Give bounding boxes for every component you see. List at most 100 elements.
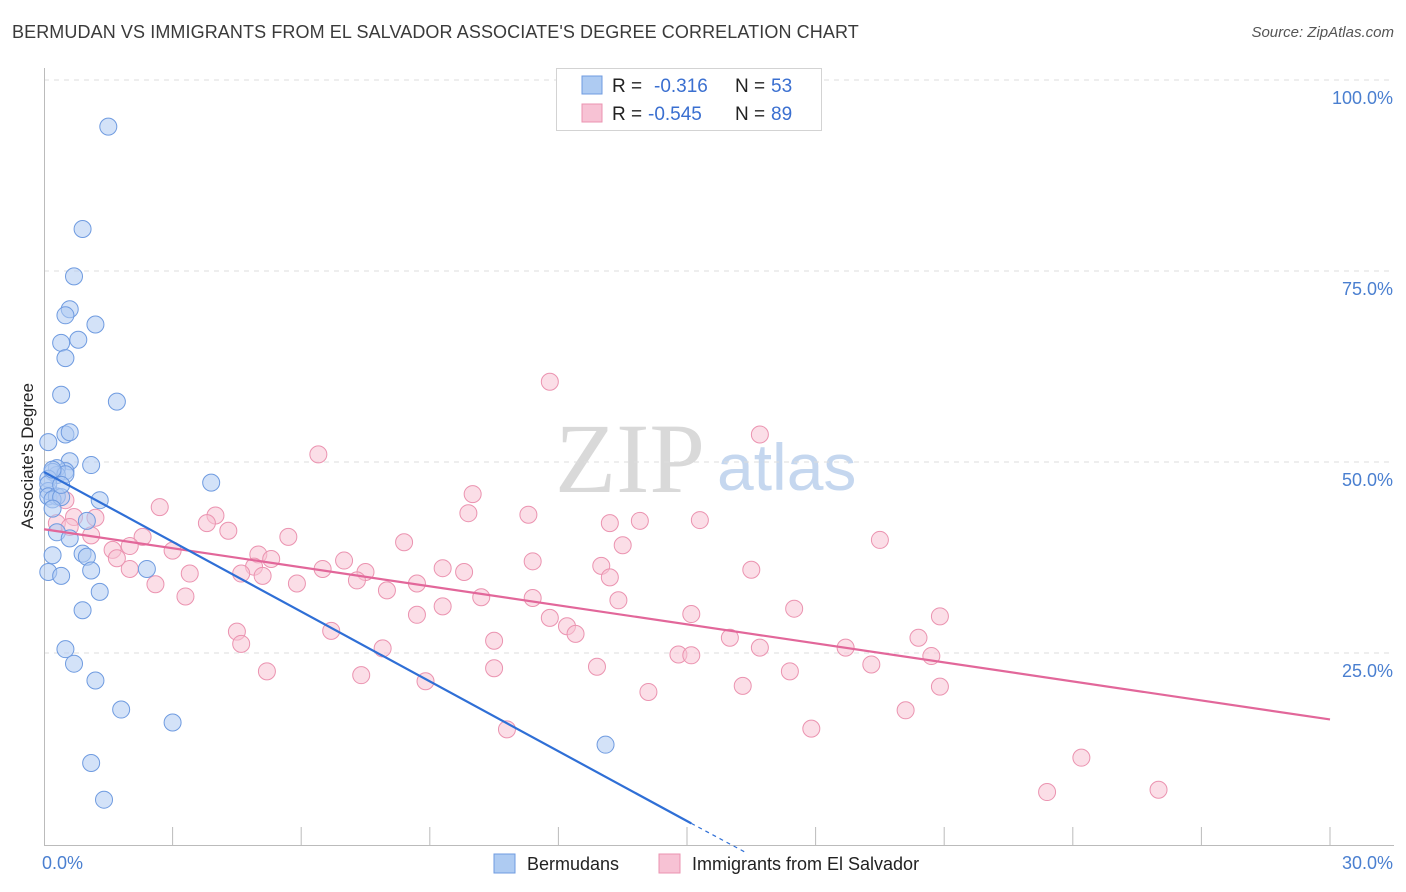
- data-point-bermudans: [52, 566, 71, 585]
- data-point-el-salvador: [540, 372, 559, 391]
- data-point-el-salvador: [600, 568, 619, 587]
- x-tick-label-min: 0.0%: [42, 853, 83, 873]
- data-point-el-salvador: [750, 425, 769, 444]
- y-tick-label-75: 75.0%: [1342, 279, 1393, 299]
- data-point-el-salvador: [742, 560, 761, 579]
- data-point-el-salvador: [232, 634, 251, 653]
- series-legend: Bermudans Immigrants from El Salvador: [493, 853, 919, 874]
- data-point-el-salvador: [587, 657, 606, 676]
- data-point-el-salvador: [750, 638, 769, 657]
- data-point-bermudans: [137, 559, 156, 578]
- data-point-el-salvador: [566, 624, 585, 643]
- data-point-el-salvador: [785, 599, 804, 618]
- watermark-atlas: atlas: [717, 430, 856, 504]
- data-point-bermudans: [56, 640, 75, 659]
- data-point-el-salvador: [395, 533, 414, 552]
- bottom-legend-label-bermudans: Bermudans: [527, 854, 619, 874]
- data-point-el-salvador: [253, 566, 272, 585]
- data-point-el-salvador: [433, 559, 452, 578]
- data-point-bermudans: [112, 700, 131, 719]
- legend-n-value-el-salvador: 89: [771, 104, 792, 125]
- y-tick-label-25: 25.0%: [1342, 661, 1393, 681]
- chart-title: BERMUDAN VS IMMIGRANTS FROM EL SALVADOR …: [12, 22, 859, 42]
- data-point-bermudans: [95, 790, 114, 809]
- legend-r-label-bermudans: R =: [612, 76, 642, 97]
- data-point-el-salvador: [472, 588, 491, 607]
- data-point-el-salvador: [720, 628, 739, 647]
- legend-r-label-el-salvador: R =: [612, 104, 642, 125]
- data-point-el-salvador: [540, 608, 559, 627]
- x-axis-ticks: [172, 827, 1331, 845]
- data-point-el-salvador: [1072, 748, 1091, 767]
- data-point-el-salvador: [485, 631, 504, 650]
- data-point-el-salvador: [485, 659, 504, 678]
- data-point-el-salvador: [909, 628, 928, 647]
- data-point-bermudans: [43, 546, 62, 565]
- data-point-bermudans: [90, 582, 109, 601]
- trend-line-el-salvador: [43, 528, 1331, 721]
- data-point-el-salvador: [279, 527, 298, 546]
- data-point-el-salvador: [613, 536, 632, 555]
- legend-n-value-bermudans: 53: [771, 76, 792, 97]
- data-point-bermudans: [163, 713, 182, 732]
- data-point-bermudans: [65, 267, 84, 286]
- data-point-el-salvador: [930, 677, 949, 696]
- data-point-el-salvador: [802, 719, 821, 738]
- data-point-el-salvador: [377, 581, 396, 600]
- data-point-el-salvador: [1038, 783, 1057, 802]
- data-point-el-salvador: [600, 514, 619, 533]
- data-point-el-salvador: [219, 521, 238, 540]
- series-immigrants-el-salvador: [47, 372, 1168, 802]
- trend-line-bermudans-extension: [691, 822, 748, 854]
- source-attribution: Source: ZipAtlas.com: [1251, 24, 1394, 41]
- data-point-bermudans: [99, 117, 118, 136]
- data-point-el-salvador: [262, 550, 281, 569]
- data-point-el-salvador: [433, 597, 452, 616]
- data-point-el-salvador: [373, 639, 392, 658]
- y-tick-label-50: 50.0%: [1342, 470, 1393, 490]
- data-point-el-salvador: [455, 563, 474, 582]
- data-point-el-salvador: [896, 701, 915, 720]
- data-point-el-salvador: [523, 588, 542, 607]
- data-point-el-salvador: [463, 485, 482, 504]
- data-point-bermudans: [60, 423, 79, 442]
- data-point-el-salvador: [682, 605, 701, 624]
- data-point-el-salvador: [459, 504, 478, 523]
- data-point-bermudans: [86, 671, 105, 690]
- legend-n-label-el-salvador: N =: [735, 104, 765, 125]
- data-point-bermudans: [56, 349, 75, 368]
- watermark-zip: ZIP: [555, 403, 705, 514]
- data-point-bermudans: [82, 456, 101, 475]
- y-tick-label-100: 100.0%: [1332, 88, 1393, 108]
- bottom-legend-swatch-bermudans: [493, 853, 516, 874]
- legend-swatch-el-salvador: [581, 103, 603, 123]
- data-point-el-salvador: [733, 676, 752, 695]
- trend-line-bermudans: [43, 470, 692, 825]
- data-point-bermudans: [39, 433, 58, 452]
- data-point-el-salvador: [352, 666, 371, 685]
- data-point-el-salvador: [150, 498, 169, 517]
- data-point-bermudans: [596, 735, 615, 754]
- data-point-bermudans: [107, 392, 126, 411]
- data-point-el-salvador: [176, 587, 195, 606]
- data-point-el-salvador: [690, 511, 709, 530]
- data-point-el-salvador: [407, 605, 426, 624]
- data-point-bermudans: [82, 561, 101, 580]
- data-point-bermudans: [56, 306, 75, 325]
- data-point-bermudans: [77, 511, 96, 530]
- data-point-el-salvador: [930, 607, 949, 626]
- data-point-el-salvador: [862, 655, 881, 674]
- data-point-el-salvador: [133, 527, 152, 546]
- data-point-bermudans: [43, 499, 62, 518]
- data-point-el-salvador: [870, 530, 889, 549]
- data-point-el-salvador: [1149, 780, 1168, 799]
- data-point-el-salvador: [287, 574, 306, 593]
- y-axis-label: Associate's Degree: [18, 383, 37, 529]
- data-point-el-salvador: [146, 575, 165, 594]
- data-point-el-salvador: [180, 564, 199, 583]
- data-point-bermudans: [52, 333, 71, 352]
- data-point-bermudans: [82, 754, 101, 773]
- data-point-bermudans: [65, 654, 84, 673]
- trend-lines: [43, 470, 1331, 854]
